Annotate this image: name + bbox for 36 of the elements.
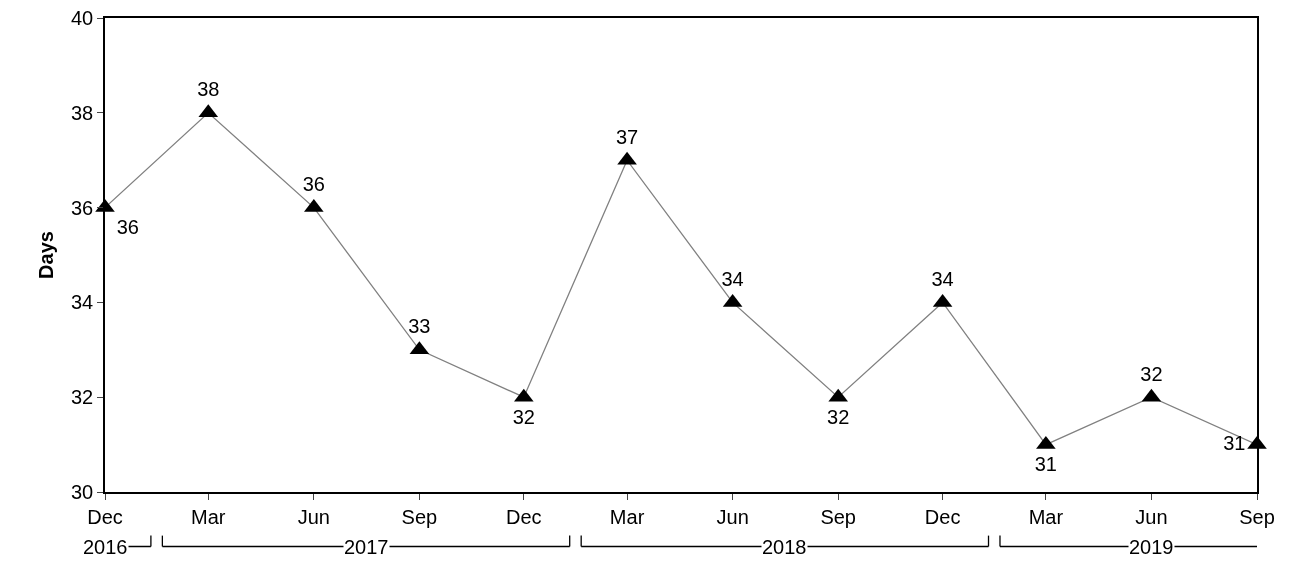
x-tick-label: Mar: [1028, 505, 1064, 528]
data-label: 34: [721, 267, 744, 290]
x-tick-label: Mar: [609, 505, 645, 528]
data-label: 32: [827, 405, 850, 428]
y-tick-label: 34: [71, 291, 94, 314]
data-label: 37: [615, 125, 639, 148]
data-label: 38: [197, 78, 220, 101]
point: [617, 151, 637, 165]
x-tick-label: Jun: [297, 505, 330, 528]
text: 2019: [1129, 536, 1174, 558]
text: 2016: [83, 536, 128, 558]
x-tick-label: Dec: [506, 505, 542, 528]
y-axis-title: Days: [35, 231, 57, 279]
text: 2017: [344, 536, 389, 558]
data-label: 34: [931, 267, 954, 290]
data-label: 31: [1034, 453, 1058, 476]
y-tick-label: 38: [71, 101, 94, 124]
x-tick-label: Dec: [924, 505, 961, 528]
x-tick-label: Sep: [1239, 505, 1275, 528]
x-tick-label: Sep: [401, 505, 438, 528]
x-tick-label: Jun: [716, 505, 749, 528]
data-label: 33: [408, 315, 431, 338]
x-tick-label: Mar: [191, 505, 226, 528]
data-label: 31: [1223, 431, 1246, 454]
data-label: 36: [302, 172, 325, 195]
data-label: 36: [116, 216, 139, 239]
y-tick-label: 32: [71, 386, 94, 409]
data-label: 32: [512, 405, 535, 428]
y-tick-label: 30: [71, 481, 94, 503]
data-label: 32: [1140, 362, 1163, 385]
text: 2018: [762, 536, 807, 558]
x-tick-label: Jun: [1135, 505, 1168, 528]
x-tick-label: Sep: [820, 505, 856, 528]
y-tick-label: 40: [71, 7, 94, 29]
x-tick-label: Dec: [87, 505, 123, 528]
y-tick-label: 36: [71, 196, 94, 219]
